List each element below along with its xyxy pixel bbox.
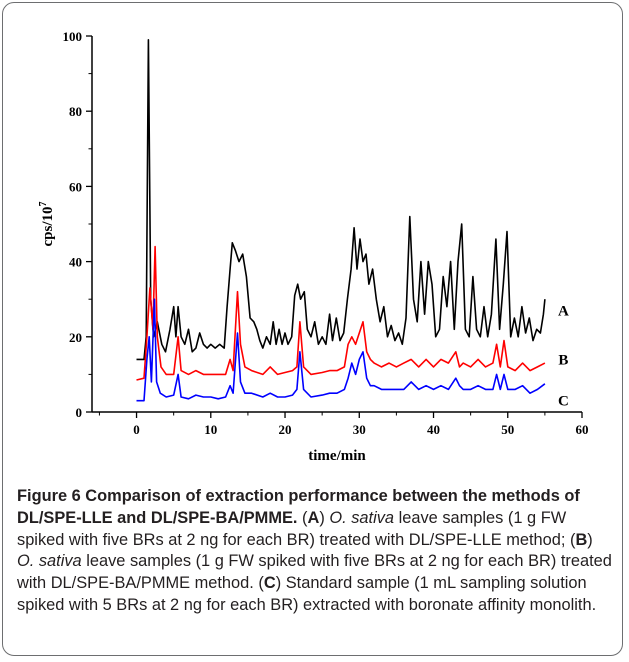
series-line-b [136, 245, 546, 381]
y-tick-label: 60 [69, 179, 82, 194]
caption-title: Figure 6 Comparison of extraction perfor… [17, 487, 580, 527]
chart-axes: 0 10 20 30 40 50 60 0 20 40 60 80 100 [63, 29, 589, 437]
x-tick-label: 30 [353, 422, 366, 437]
chart-labels: time/min cps/107 [38, 201, 366, 464]
y-tick-label: 80 [69, 104, 82, 119]
series-label-c: C [558, 394, 569, 410]
series-line-a [136, 39, 546, 361]
x-tick-label: 40 [427, 422, 440, 437]
caption-letter-a: A [307, 508, 320, 527]
y-tick-label: 40 [69, 255, 82, 270]
series-label-a: A [558, 303, 569, 319]
caption-letter-c: C [263, 574, 276, 593]
x-tick-label: 0 [133, 422, 140, 437]
series-label-b: B [558, 352, 568, 368]
caption-species-a: O. sativa [329, 508, 395, 527]
chromatogram-chart: 0 10 20 30 40 50 60 0 20 40 60 80 100 A B C time/min c… [38, 29, 589, 464]
x-tick-label: 50 [501, 422, 514, 437]
series-line-c [136, 298, 546, 402]
x-tick-label: 20 [279, 422, 292, 437]
y-tick-label: 20 [69, 330, 82, 345]
x-tick-label: 10 [204, 422, 217, 437]
caption-species-b: O. sativa [17, 552, 82, 571]
y-axis-label: cps/107 [38, 201, 56, 246]
chart-series: A B C [136, 39, 569, 410]
x-tick-label: 60 [576, 422, 589, 437]
x-axis-label: time/min [308, 448, 366, 464]
figure-caption: Figure 6 Comparison of extraction perfor… [17, 487, 612, 614]
y-tick-label: 0 [76, 405, 83, 420]
y-tick-label: 100 [63, 29, 83, 44]
caption-letter-b: B [575, 530, 588, 549]
